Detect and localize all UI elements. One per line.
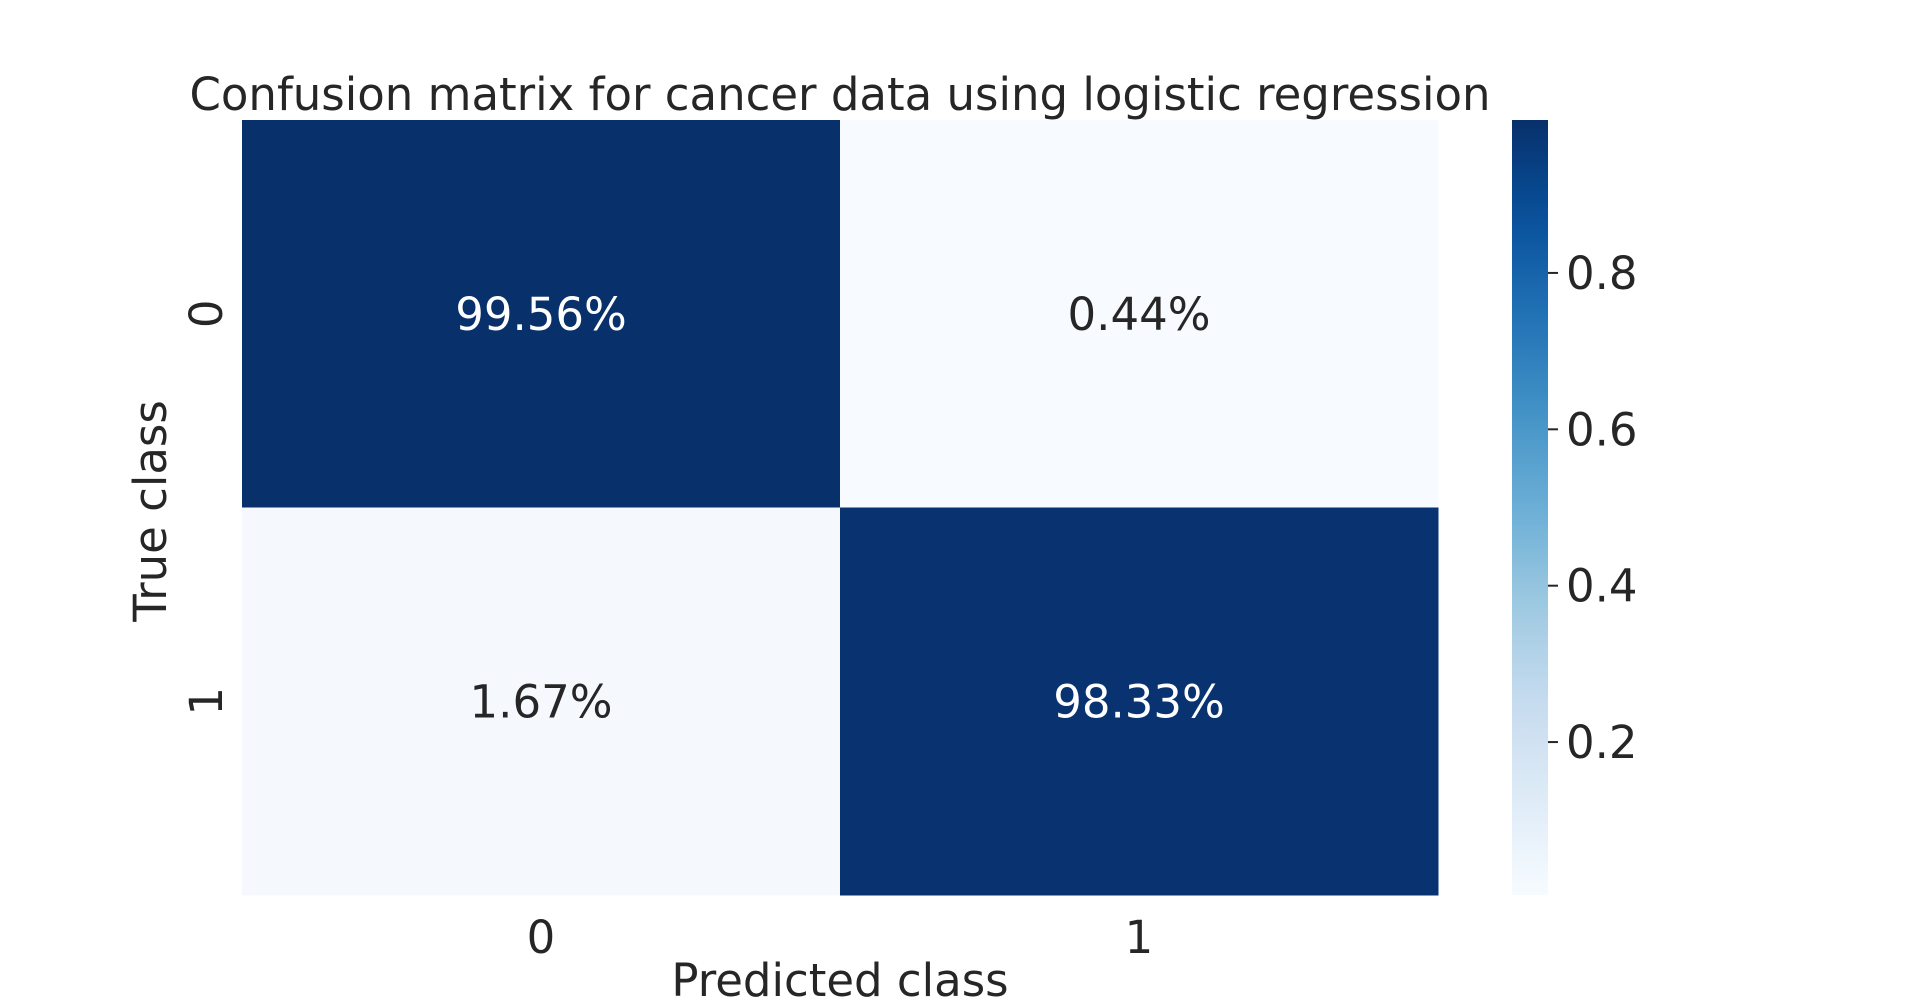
- colorbar-tick-label: 0.4: [1566, 560, 1638, 613]
- heatmap-cell: [242, 120, 841, 508]
- colorbar-tick-label: 0.6: [1566, 403, 1638, 456]
- cell-annotation: 99.56%: [455, 288, 627, 341]
- y-tick-label: 1: [180, 687, 233, 716]
- colorbar-tick-label: 0.8: [1566, 247, 1638, 300]
- y-tick-label: 0: [180, 299, 233, 328]
- chart-title: Confusion matrix for cancer data using l…: [189, 68, 1490, 121]
- colorbar-tick-label: 0.2: [1566, 716, 1638, 769]
- heatmap-cell: [840, 120, 1439, 508]
- x-axis-label: Predicted class: [671, 954, 1008, 999]
- x-tick-label: 0: [527, 911, 556, 964]
- cell-annotation: 0.44%: [1068, 288, 1211, 341]
- colorbar: [1512, 120, 1548, 895]
- y-axis-label: True class: [124, 400, 177, 623]
- colorbar-ticks: 0.2 0.4 0.6 0.8: [1548, 247, 1638, 769]
- cell-annotations: 99.56% 0.44% 1.67% 98.33%: [455, 288, 1225, 729]
- heatmap-cells: [242, 120, 1439, 896]
- cell-annotation: 98.33%: [1053, 675, 1225, 728]
- heatmap-cell: [840, 507, 1439, 896]
- x-tick-label: 1: [1125, 911, 1154, 964]
- y-tick-labels: 01: [180, 299, 233, 715]
- heatmap-cell: [242, 507, 841, 896]
- cell-annotation: 1.67%: [470, 675, 613, 728]
